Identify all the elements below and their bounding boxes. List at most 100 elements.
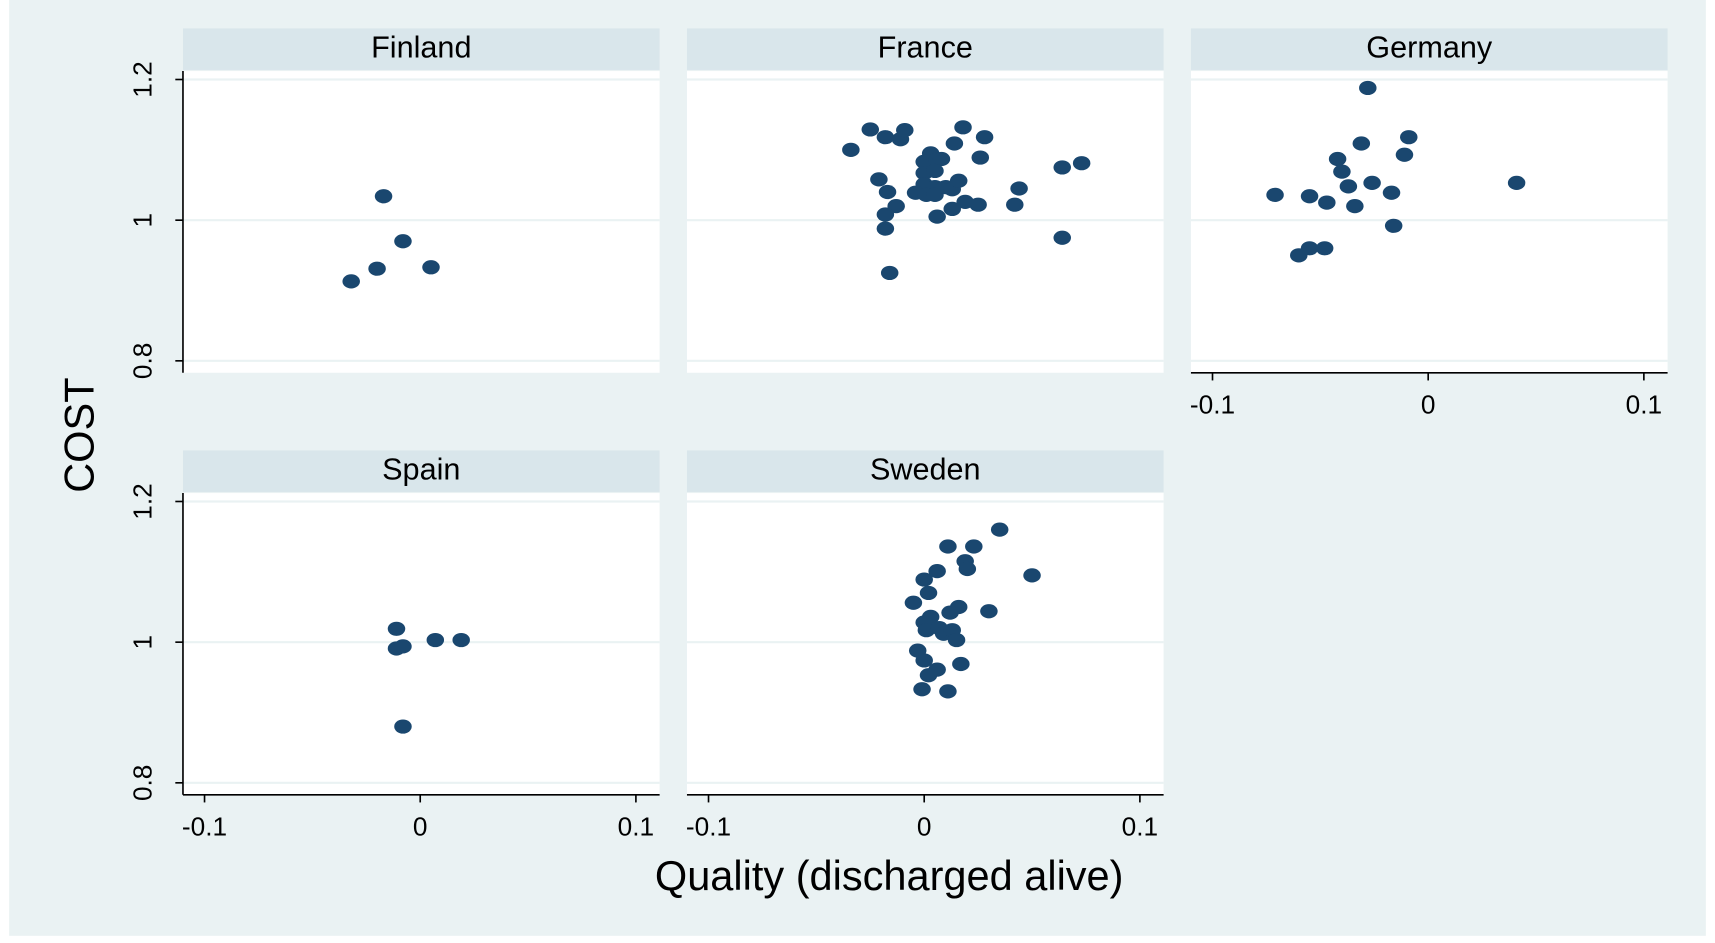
point (965, 539, 983, 554)
point (1507, 175, 1526, 190)
point (426, 632, 445, 648)
point (368, 261, 386, 276)
point (1359, 80, 1377, 96)
x-tick-label: 0.1 (1122, 812, 1158, 842)
point (1384, 218, 1403, 233)
point (387, 621, 406, 636)
point (919, 668, 938, 683)
y-tick-label: 1.2 (128, 61, 158, 97)
point (1072, 156, 1091, 171)
point (374, 189, 393, 204)
point (342, 274, 360, 289)
point (932, 151, 951, 167)
point (1266, 187, 1284, 202)
point (880, 265, 899, 281)
point (917, 623, 936, 638)
point (870, 172, 888, 187)
strip (182, 28, 660, 70)
point (876, 207, 895, 222)
point (939, 539, 957, 554)
point (945, 136, 964, 151)
plot-area (182, 71, 660, 373)
point (928, 564, 946, 579)
plot-area (1190, 71, 1668, 373)
point (1346, 198, 1364, 214)
y-tick-label: 0.8 (128, 765, 158, 801)
panel-title: Germany (1366, 30, 1493, 64)
point (1006, 197, 1024, 212)
strip (182, 450, 660, 492)
point (975, 130, 994, 145)
x-tick-label: -0.1 (1190, 390, 1235, 420)
point (939, 684, 957, 699)
plot-area (182, 493, 660, 795)
point (1315, 241, 1334, 256)
point (394, 234, 412, 249)
point (878, 184, 897, 200)
panel-title: Finland (371, 30, 471, 64)
plot-area (686, 71, 1164, 373)
point (954, 120, 972, 135)
point (915, 572, 933, 587)
point (971, 150, 990, 165)
point (1010, 181, 1028, 196)
point (1339, 179, 1358, 194)
point (1053, 160, 1071, 175)
point (1363, 175, 1381, 190)
point (896, 123, 914, 138)
point (422, 260, 440, 275)
x-tick-label: 0 (413, 812, 428, 842)
y-tick-label: 1 (128, 213, 158, 228)
y-tick-label: 1.2 (128, 483, 158, 519)
point (1328, 151, 1347, 167)
point (943, 201, 961, 217)
x-axis-label: Quality (discharged alive) (655, 852, 1124, 899)
point (952, 656, 970, 672)
panel-title: Spain (382, 452, 460, 486)
point (1382, 185, 1401, 200)
point (990, 522, 1009, 537)
point (1300, 241, 1319, 256)
point (969, 197, 987, 212)
y-tick-label: 0.8 (128, 343, 158, 379)
point (876, 221, 895, 236)
point (1352, 136, 1371, 151)
point (1395, 147, 1414, 162)
point (926, 163, 944, 179)
point (1318, 195, 1336, 210)
point (949, 173, 968, 188)
point (887, 198, 905, 214)
point (913, 682, 931, 697)
point (1053, 230, 1071, 245)
x-tick-label: -0.1 (686, 812, 731, 842)
point (1300, 189, 1319, 204)
x-tick-label: 0 (1421, 390, 1436, 420)
point (1400, 130, 1418, 145)
panel-title: Sweden (870, 452, 981, 486)
point (915, 154, 933, 169)
point (394, 719, 412, 734)
x-tick-label: 0.1 (618, 812, 654, 842)
x-tick-label: 0 (917, 812, 932, 842)
point (861, 122, 880, 137)
point (1023, 568, 1041, 583)
strip (686, 450, 1164, 492)
point (941, 605, 959, 620)
strip (1190, 28, 1668, 70)
y-axis-label: COST (55, 377, 102, 492)
point (980, 604, 998, 619)
x-tick-label: 0.1 (1626, 390, 1662, 420)
point (928, 209, 946, 224)
x-tick-label: -0.1 (182, 812, 227, 842)
point (1333, 164, 1351, 179)
y-tick-label: 1 (128, 635, 158, 650)
point (958, 561, 977, 577)
point (915, 653, 933, 668)
point (394, 639, 412, 654)
point (452, 632, 470, 648)
point (919, 585, 938, 601)
plot-area (686, 493, 1164, 795)
point (876, 130, 895, 145)
point (842, 142, 860, 157)
